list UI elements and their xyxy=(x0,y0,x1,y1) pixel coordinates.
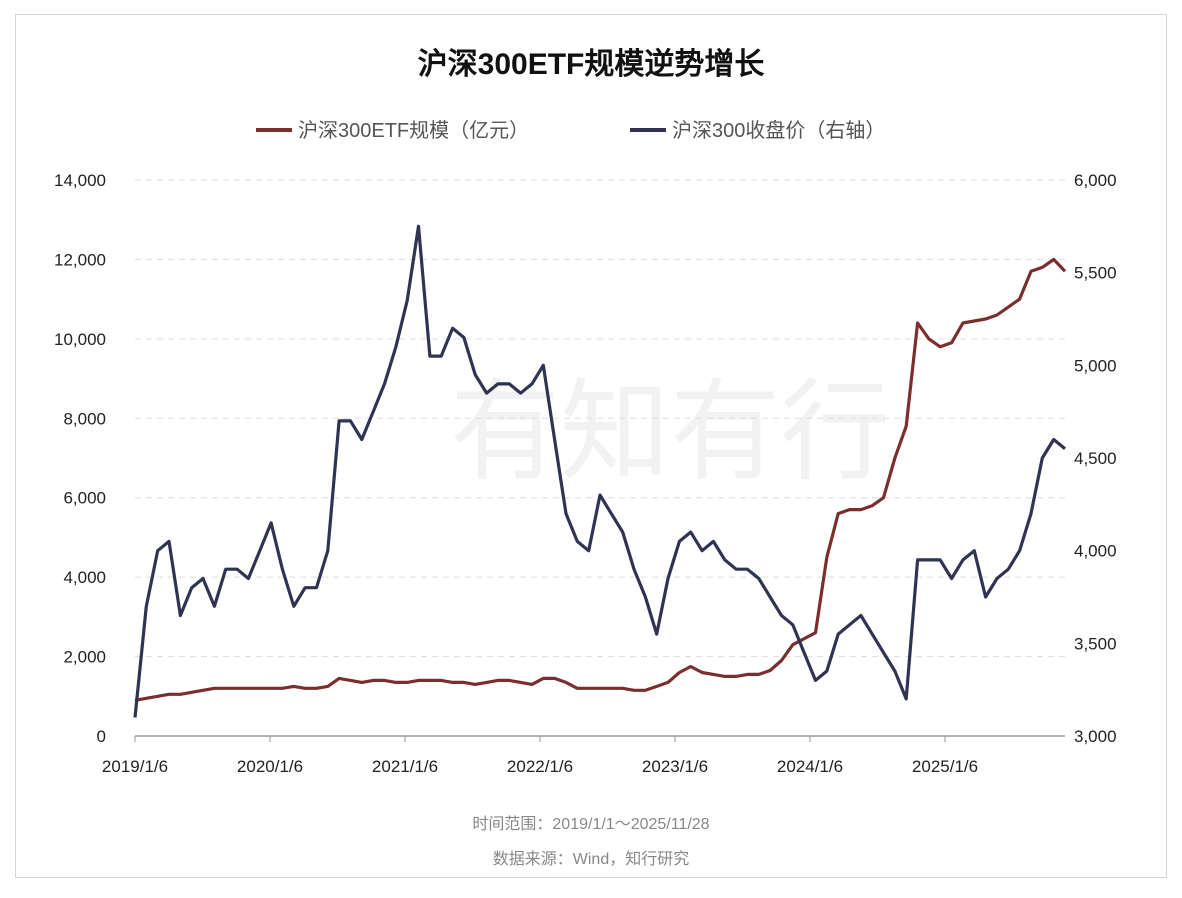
chart-frame xyxy=(15,14,1167,878)
left-axis-tick-label: 2,000 xyxy=(63,648,106,667)
x-axis-tick-label: 2025/1/6 xyxy=(912,757,978,776)
footer-source: 数据来源：Wind，知行研究 xyxy=(493,850,689,868)
left-axis-tick-label: 8,000 xyxy=(63,409,106,428)
x-axis-tick-label: 2021/1/6 xyxy=(372,757,438,776)
left-axis-tick-label: 4,000 xyxy=(63,568,106,587)
right-axis-tick-label: 4,500 xyxy=(1074,449,1117,468)
right-axis-tick-label: 4,000 xyxy=(1074,542,1117,561)
legend-label-etf: 沪深300ETF规模（亿元） xyxy=(298,119,529,142)
left-axis-tick-label: 6,000 xyxy=(63,489,106,508)
right-axis-tick-label: 5,500 xyxy=(1074,264,1117,283)
x-axis-tick-label: 2023/1/6 xyxy=(642,757,708,776)
right-axis-tick-label: 3,500 xyxy=(1074,634,1117,653)
left-axis-tick-label: 0 xyxy=(97,727,106,746)
x-axis-tick-label: 2022/1/6 xyxy=(507,757,573,776)
left-axis-tick-label: 10,000 xyxy=(54,330,106,349)
legend: 沪深300ETF规模（亿元） 沪深300收盘价（右轴） xyxy=(256,119,885,142)
x-axis-tick-label: 2019/1/6 xyxy=(102,757,168,776)
legend-label-index: 沪深300收盘价（右轴） xyxy=(672,119,885,142)
right-axis-tick-label: 6,000 xyxy=(1074,171,1117,190)
left-axis-tick-label: 12,000 xyxy=(54,250,106,269)
x-axis-tick-label: 2024/1/6 xyxy=(777,757,843,776)
x-axis-tick-label: 2020/1/6 xyxy=(237,757,303,776)
chart-title: 沪深300ETF规模逆势增长 xyxy=(418,47,765,81)
watermark: 有知有行 xyxy=(450,368,890,496)
footer-time-range: 时间范围：2019/1/1～2025/11/28 xyxy=(472,815,709,833)
right-axis-tick-label: 5,000 xyxy=(1074,356,1117,375)
right-axis-tick-label: 3,000 xyxy=(1074,727,1117,746)
left-axis-tick-label: 14,000 xyxy=(54,171,106,190)
